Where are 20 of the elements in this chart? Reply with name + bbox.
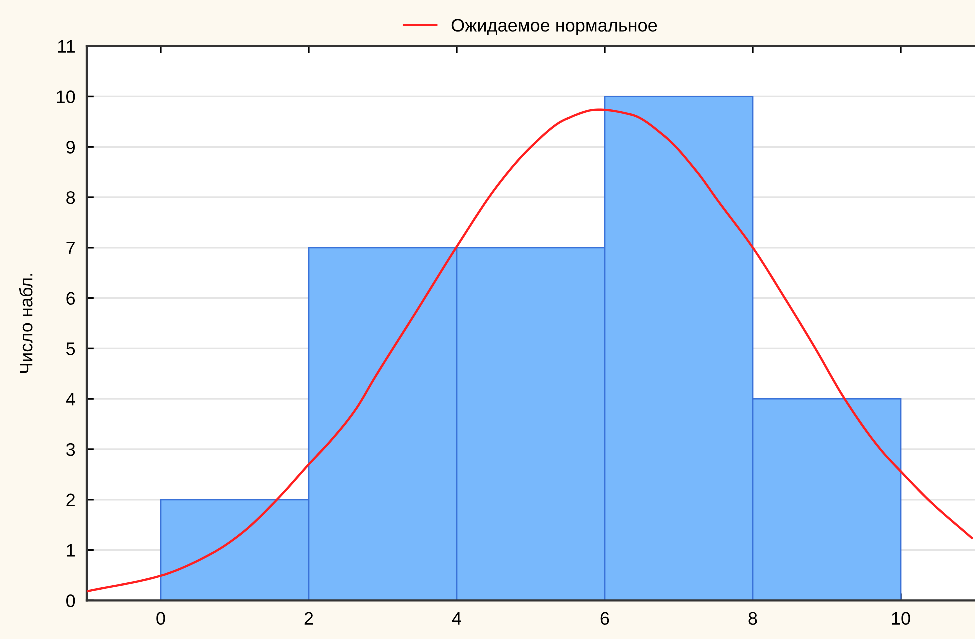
x-tick-label: 0	[156, 612, 166, 626]
y-tick-label: 8	[66, 191, 76, 204]
y-tick-label: 4	[66, 393, 76, 406]
y-tick-label: 2	[66, 494, 75, 506]
y-tick-label: 7	[66, 242, 75, 254]
y-axis-title: Число набл.	[19, 274, 33, 374]
y-tick-label: 9	[66, 141, 76, 154]
x-tick-label: 10	[892, 612, 910, 626]
y-tick-label: 0	[66, 594, 76, 608]
x-tick-label: 4	[452, 612, 462, 625]
x-tick-label: 6	[600, 612, 610, 626]
x-tick-label: 8	[748, 612, 758, 626]
legend-label: Ожидаемое нормальное	[452, 19, 658, 36]
y-tick-label: 5	[66, 342, 76, 356]
y-tick-label: 10	[57, 90, 76, 104]
y-tick-label: 11	[58, 40, 75, 53]
y-tick-label: 3	[66, 443, 76, 456]
y-tick-label: 6	[66, 292, 76, 306]
y-tick-label: 1	[67, 544, 75, 557]
x-tick-label: 2	[304, 612, 314, 625]
